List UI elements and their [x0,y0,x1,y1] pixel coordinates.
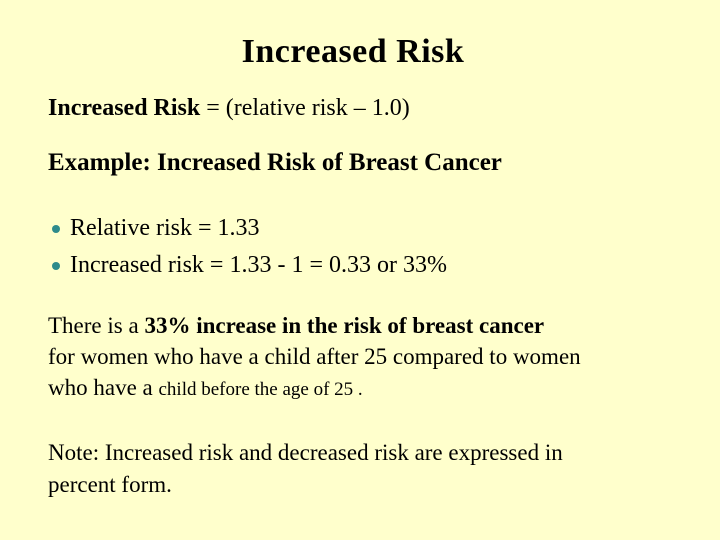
bullet-text: Relative risk = 1.33 [70,215,260,241]
paragraph-line: for women who have a child after 25 comp… [48,344,581,369]
formula-line: Increased Risk = (relative risk – 1.0) [48,95,410,122]
bullet-icon [52,262,60,270]
bullet-list: Relative risk = 1.33 Increased risk = 1.… [52,210,447,284]
list-item: Relative risk = 1.33 [52,210,447,247]
formula-rest-text: = (relative risk – 1.0) [200,95,410,121]
note-line: percent form. [48,472,172,497]
paragraph-regular-text: There is a [48,313,145,338]
list-item: Increased risk = 1.33 - 1 = 0.33 or 33% [52,247,447,284]
paragraph-regular-text: who have a [48,375,159,400]
note-paragraph: Note: Increased risk and decreased risk … [48,437,688,501]
explanation-paragraph: There is a 33% increase in the risk of b… [48,310,688,405]
note-line: Note: Increased risk and decreased risk … [48,440,563,465]
example-heading: Example: Increased Risk of Breast Cancer [48,149,502,176]
paragraph-line: There is a 33% increase in the risk of b… [48,310,688,341]
formula-bold-text: Increased Risk [48,95,201,121]
paragraph-line: who have a child before the age of 25 . [48,372,688,405]
bullet-text: Increased risk = 1.33 - 1 = 0.33 or 33% [70,252,447,278]
bullet-icon [52,225,60,233]
paragraph-bold-text: 33% increase in the risk of breast cance… [144,313,545,338]
paragraph-small-text: child before the age of 25 . [158,379,363,400]
slide-title: Increased Risk [241,33,465,70]
